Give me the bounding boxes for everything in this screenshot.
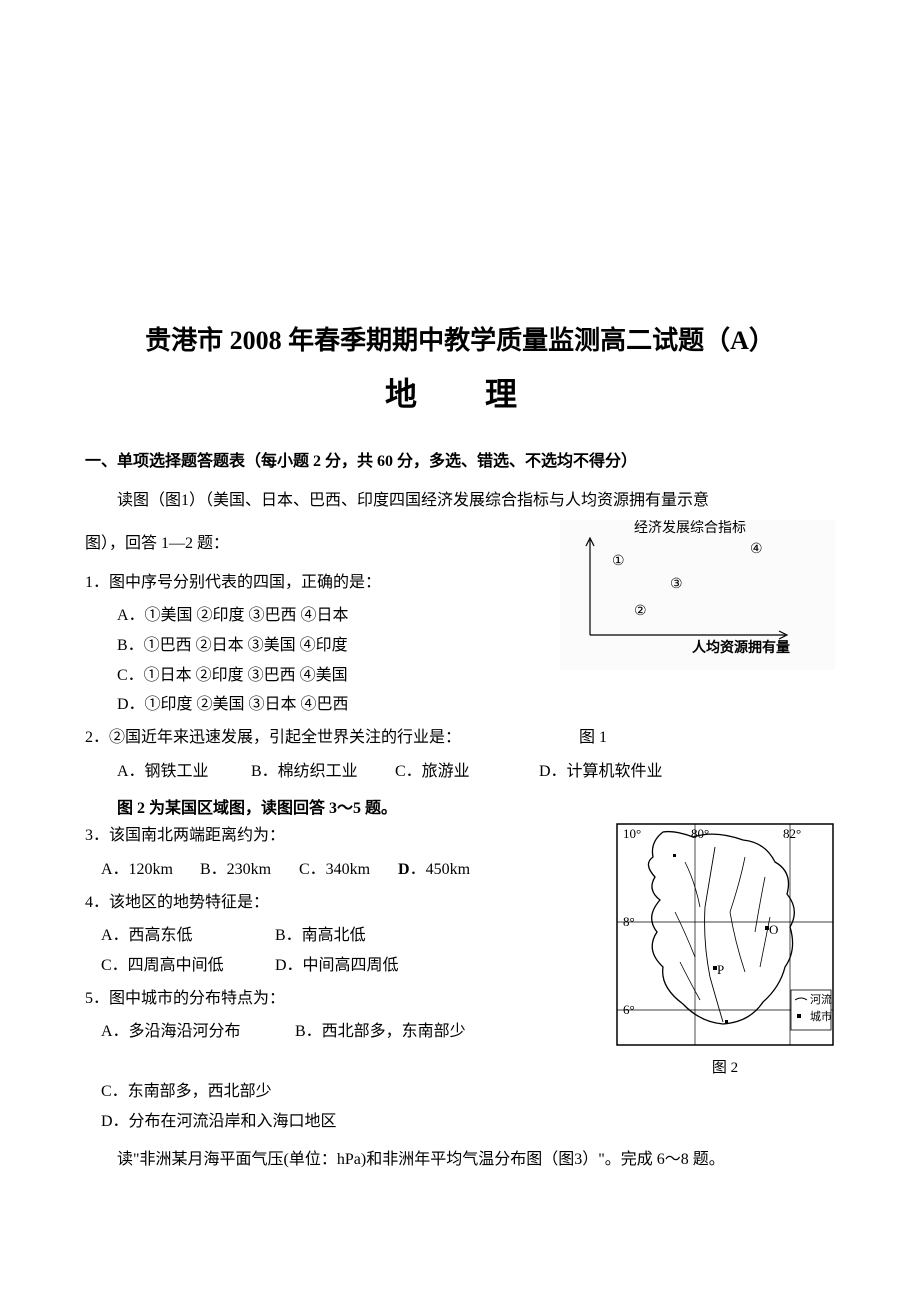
fig1-pt1: ①: [612, 554, 625, 569]
q2-opt-a: A．钢铁工业: [117, 757, 247, 787]
q4-opt-b: B．南高北低: [275, 921, 366, 951]
fig2-legend-city: 城市: [810, 1009, 832, 1023]
q4-opt-d: D．中间高四周低: [275, 951, 399, 981]
intro-1b: 图），回答 1—2 题：: [85, 530, 560, 559]
q3-opt-d-pre: D: [398, 855, 410, 885]
q4-stem: 4．该地区的地势特征是：: [85, 889, 615, 918]
q3-opt-c: C．340km: [299, 855, 394, 885]
q3-opt-a: A．120km: [101, 855, 196, 885]
q3-stem: 3．该国南北两端距离约为：: [85, 822, 615, 851]
q1-opt-c: C．①日本 ②印度 ③巴西 ④美国: [117, 661, 560, 691]
q5-opt-b: B．西北部多，东南部少: [295, 1017, 466, 1047]
q3-opt-b: B．230km: [200, 855, 295, 885]
page-title: 贵港市 2008 年春季期期中教学质量监测高二试题（A）: [85, 320, 835, 357]
q1-opt-b: B．①巴西 ②日本 ③美国 ④印度: [117, 631, 560, 661]
fig2-legend-river: 河流: [810, 992, 832, 1006]
q4-opt-a: A．西高东低: [101, 921, 271, 951]
q1-opt-d: D．①印度 ②美国 ③日本 ④巴西: [117, 690, 560, 720]
q4-opt-c: C．四周高中间低: [101, 951, 271, 981]
fig2-pt-o: O: [769, 922, 778, 937]
intro-3: 读"非洲某月海平面气压(单位：hPa)和非洲年平均气温分布图（图3）"。完成 6…: [85, 1146, 835, 1175]
fig2-caption: 图 2: [615, 1056, 835, 1077]
section-heading: 一、单项选择题答题表（每小题 2 分，共 60 分，多选、错选、不选均不得分）: [85, 447, 835, 471]
figure-1: 经济发展综合指标 人均资源拥有量 ① ② ③ ④: [560, 520, 835, 670]
intro-2: 图 2 为某国区域图，读图回答 3～5 题。: [85, 794, 835, 818]
q1-stem: 1．图中序号分别代表的四国，正确的是：: [85, 569, 560, 598]
fig2-lat-6: 6°: [623, 1002, 635, 1017]
fig1-title: 经济发展综合指标: [634, 520, 746, 536]
q5-stem: 5．图中城市的分布特点为：: [85, 985, 615, 1014]
fig1-pt4: ④: [750, 542, 763, 557]
fig2-lon-80: 80°: [691, 826, 709, 841]
q2-opt-d: D．计算机软件业: [539, 757, 663, 787]
fig1-caption: 图 1: [579, 724, 607, 753]
q3-opt-d-post: ．450km: [410, 855, 470, 885]
fig2-lon-82: 82°: [783, 826, 801, 841]
fig2-lat-8: 8°: [623, 914, 635, 929]
q5-opt-c: C．东南部多，西北部少: [101, 1077, 272, 1107]
fig2-lat-top: 10°: [623, 826, 641, 841]
fig1-pt3: ③: [670, 577, 683, 592]
intro-1a: 读图（图1）（美国、日本、巴西、印度四国经济发展综合指标与人均资源拥有量示意: [85, 487, 835, 516]
fig1-xlabel: 人均资源拥有量: [692, 639, 790, 656]
fig1-pt2: ②: [634, 604, 647, 619]
fig2-pt-p: P: [717, 962, 724, 977]
figure-2: 10° 80° 82° 8° 6° O P 河流: [615, 822, 835, 1047]
q2-opt-c: C．旅游业: [395, 757, 535, 787]
q5-opt-d: D．分布在河流沿岸和入海口地区: [101, 1107, 337, 1137]
subject-title: 地 理: [85, 369, 835, 415]
q1-opt-a: A．①美国 ②印度 ③巴西 ④日本: [117, 601, 560, 631]
q2-stem: 2．②国近年来迅速发展，引起全世界关注的行业是：: [85, 729, 461, 746]
q2-opt-b: B．棉纺织工业: [251, 757, 391, 787]
q5-opt-a: A．多沿海沿河分布: [101, 1017, 291, 1047]
